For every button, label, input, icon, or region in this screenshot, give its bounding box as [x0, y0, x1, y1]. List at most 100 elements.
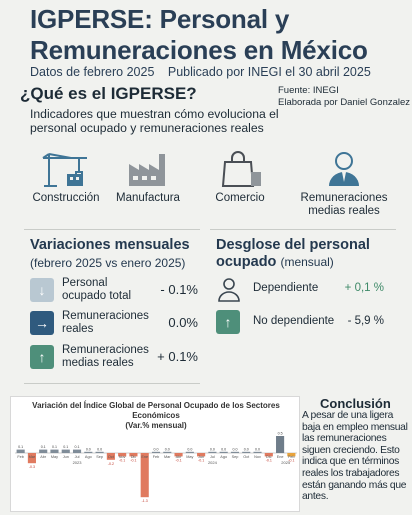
chart-bar [129, 453, 138, 457]
arrow-up-icon: ↑ [30, 345, 54, 369]
category-label: Jul [210, 455, 215, 459]
chart-bar [50, 449, 59, 453]
category-label: Jul [75, 455, 80, 459]
crane-icon [42, 153, 87, 187]
sector-manufactura: Manufactura [108, 150, 188, 205]
category-label: Nov [254, 455, 261, 459]
chart-bar [242, 451, 251, 453]
category-label: Dic [131, 455, 137, 459]
variation-label: Remuneraciones medias reales [62, 344, 149, 369]
variation-row: → Remuneraciones reales 0.0% [30, 310, 198, 340]
factory-icon [129, 154, 165, 186]
bar-value-label: 0.1 [18, 445, 23, 449]
variations-subheading: (febrero 2025 vs enero 2025) [30, 256, 186, 270]
chart-title: Variación del Índice Global de Personal … [11, 401, 301, 431]
category-label: Oct [108, 455, 115, 459]
sector-label: Comercio [215, 192, 265, 204]
breakdown-title: Desglose del personal ocupado [216, 237, 370, 270]
sector-label: Construcción [32, 192, 100, 204]
bar-value-label: 0.0 [154, 447, 159, 451]
bar-value-label: 0.0 [244, 447, 249, 451]
bar-value-label: -0.1 [130, 458, 136, 462]
variation-value: - 0.1% [160, 282, 198, 297]
author-label: Elaborada por Daniel Gonzalez [278, 97, 411, 108]
arrow-right-icon: → [30, 311, 54, 335]
category-label: May [51, 455, 58, 459]
bar-value-label: 0.0 [210, 447, 215, 451]
breakdown-row: ↑ No dependiente - 5,9 % [216, 309, 384, 335]
intro-text: Indicadores que muestran cómo evoluciona… [30, 107, 279, 135]
chart-bar [16, 449, 25, 453]
year-label: 2024 [208, 460, 218, 465]
bar-value-label: 0.0 [97, 447, 102, 451]
category-label: Feb [17, 455, 24, 459]
bar-value-label: 0.1 [52, 445, 57, 449]
category-label: Jun [198, 455, 204, 459]
category-label: Abr [176, 455, 183, 459]
category-label: Sep [232, 455, 239, 459]
bar-value-label: 0.1 [75, 445, 80, 449]
bar-value-label: 0.0 [232, 447, 237, 451]
bar-value-label: -0.1 [119, 458, 125, 462]
conclusion-text: A pesar de una ligera baja en empleo men… [302, 410, 408, 503]
chart-title-text: Variación del Índice Global de Personal … [32, 401, 280, 420]
chart-bar [197, 453, 206, 457]
source-note: Fuente: INEGI Elaborada por Daniel Gonza… [278, 85, 410, 109]
chart-bar [27, 453, 36, 464]
category-label: Dic [266, 455, 272, 459]
person-outline-icon [218, 278, 240, 302]
variation-row: ↓ Personal ocupado total - 0.1% [30, 277, 198, 307]
divider [24, 383, 200, 384]
breakdown-value: + 0,1 % [344, 282, 384, 294]
category-label: Nov [119, 455, 126, 459]
intro-heading: ¿Qué es el IGPERSE? [20, 84, 197, 103]
sector-remuneraciones: Remuneraciones medias reales [298, 150, 390, 218]
divider [210, 229, 396, 230]
year-label: 2023 [73, 460, 83, 465]
chart-bar [95, 451, 104, 453]
variation-label: Remuneraciones reales [62, 310, 149, 335]
category-label: Oct [243, 455, 250, 459]
chart-bar [72, 449, 82, 453]
category-label: May [186, 455, 193, 459]
data-date-label: Datos de febrero 2025 [30, 65, 155, 79]
chart-bar [39, 449, 48, 453]
bar-value-label: 0.0 [86, 447, 91, 451]
category-label: Feb [153, 455, 160, 459]
breakdown-value: - 5,9 % [347, 315, 384, 327]
chart-bar [140, 453, 149, 498]
chart-bar [276, 436, 285, 453]
bar-value-label: -0.2 [108, 462, 114, 466]
bar-value-label: -0.1 [198, 458, 204, 462]
breakdown-heading: Desglose del personal ocupado (mensual) [216, 237, 396, 271]
bar-value-label: -0.1 [288, 458, 294, 462]
bar-value-label: 0.1 [63, 445, 68, 449]
arrow-down-icon: ↓ [30, 278, 54, 302]
chart-panel: Variación del Índice Global de Personal … [10, 396, 300, 512]
category-label: Abr [40, 455, 47, 459]
chart-bar [219, 451, 228, 453]
breakdown-label: No dependiente [253, 315, 335, 327]
arrow-up-icon: ↑ [216, 310, 240, 334]
category-label: Mar [164, 455, 171, 459]
chart-subtitle: (Var.% mensual) [125, 421, 187, 430]
bar-chart: 0.1 Feb -0.3 Mar 0.1 Abr 0.1 May 0.1 Jun 0.1 Jul 0.0… [15, 432, 297, 503]
category-label: Ene [277, 455, 284, 459]
published-label: Publicado por INEGI el 30 abril 2025 [167, 65, 371, 79]
breakdown-row: Dependiente + 0,1 % [216, 276, 384, 302]
year-label: 2025 [281, 460, 291, 465]
category-label: Ago [85, 455, 92, 459]
chart-bar [208, 451, 217, 453]
bar-value-label: 0.5 [278, 432, 283, 436]
sectors-row: Construcción Manufactura Comercio Remune… [0, 145, 412, 225]
sector-construccion: Construcción [26, 150, 106, 205]
chart-bar [61, 449, 70, 453]
variations-heading: Variaciones mensuales [30, 237, 190, 253]
chart-bar [264, 453, 273, 457]
variation-label: Personal ocupado total [62, 277, 132, 302]
breakdown-label: Dependiente [253, 282, 319, 294]
chart-bar [84, 451, 93, 453]
category-label: Jun [63, 455, 69, 459]
bar-value-label: 0.1 [41, 445, 46, 449]
chart-bar [230, 451, 240, 453]
